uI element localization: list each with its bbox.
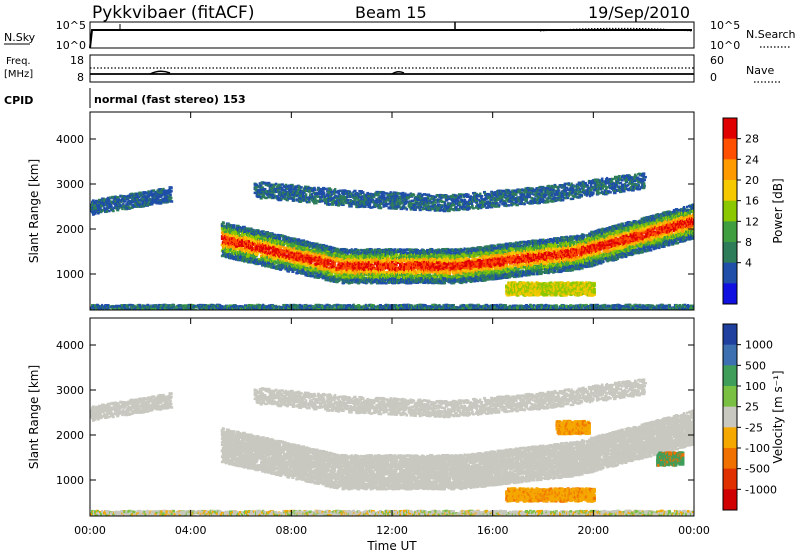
power-cell — [325, 245, 328, 248]
power-cell — [368, 258, 370, 261]
power-cell — [405, 270, 408, 273]
power-cell — [303, 263, 305, 266]
power-heatmap — [90, 172, 698, 314]
power-cell — [448, 273, 451, 276]
power-cell — [327, 262, 329, 265]
power-cell — [365, 266, 368, 269]
nsearch-label: N.Search — [746, 28, 796, 41]
freq-tick-top: 18 — [70, 54, 84, 67]
power-cell — [412, 252, 414, 255]
cpid-label: CPID — [4, 94, 33, 107]
power-cell — [416, 250, 418, 253]
power-cell — [375, 278, 378, 281]
power-cell — [257, 262, 259, 265]
power-cell — [387, 255, 389, 258]
power-cell — [362, 261, 364, 264]
power-cell — [232, 229, 235, 232]
power-cell — [357, 249, 359, 252]
power-cell — [442, 256, 444, 258]
power-cell — [424, 281, 426, 284]
power-cell — [443, 282, 446, 285]
power-cell — [404, 274, 406, 277]
nsky-tick-bottom: 10^0 — [56, 39, 86, 52]
power-cell — [340, 263, 342, 266]
nsky-label: N.Sky — [4, 31, 36, 44]
nsky-tick-top: 10^5 — [56, 19, 86, 32]
nsearch-tick-top: 10^5 — [710, 19, 740, 32]
power-cell — [395, 254, 398, 257]
power-cell — [275, 257, 277, 260]
freq-label-1: Freq. — [6, 56, 31, 67]
power-cell — [374, 276, 376, 279]
power-cell — [335, 254, 337, 256]
power-cell — [361, 258, 363, 261]
power-cell — [309, 266, 311, 269]
power-cell — [410, 258, 412, 261]
power-cell — [399, 264, 401, 267]
power-cell — [338, 271, 340, 274]
power-cell — [239, 250, 241, 253]
power-cell — [312, 250, 314, 253]
power-cell — [399, 248, 401, 251]
power-cell — [334, 262, 336, 265]
station-title: Pykkvibaer (fitACF) — [92, 3, 254, 23]
power-cell — [350, 281, 354, 284]
power-cell — [406, 248, 408, 251]
nave-tick-top: 60 — [710, 54, 724, 67]
power-cell — [431, 248, 433, 251]
nsky-trace — [90, 30, 692, 48]
nsky-panel-frame — [90, 22, 694, 48]
freq-tick-bottom: 8 — [77, 71, 84, 84]
beam-label: Beam 15 — [355, 3, 427, 22]
power-cell — [434, 276, 437, 279]
date-label: 19/Sep/2010 — [588, 3, 690, 22]
nave-tick-bottom: 0 — [710, 71, 717, 84]
freq-label-2: [MHz] — [4, 69, 33, 80]
power-cell — [290, 252, 293, 255]
power-cell — [326, 275, 328, 278]
power-cell — [376, 271, 378, 274]
power-cell — [283, 254, 285, 257]
nave-label: Nave — [746, 64, 774, 77]
cpid-text: normal (fast stereo) 153 — [94, 93, 246, 106]
power-cell — [261, 230, 263, 233]
power-cell — [222, 222, 225, 225]
power-cell — [398, 275, 401, 278]
power-cell — [278, 238, 281, 241]
power-cell — [401, 262, 403, 265]
nsearch-tick-bottom: 10^0 — [710, 39, 740, 52]
power-cell — [263, 235, 267, 238]
power-cell — [233, 224, 236, 227]
